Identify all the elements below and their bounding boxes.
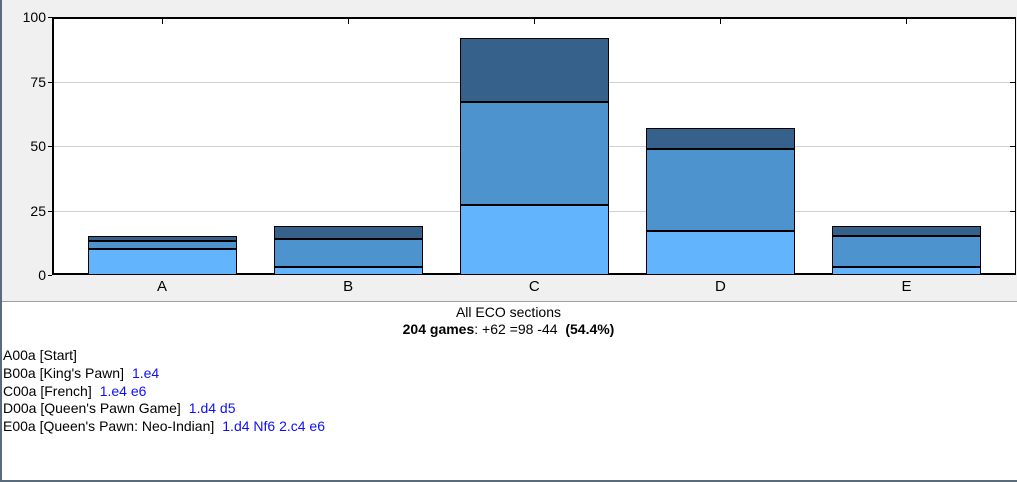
games-count: 204 games: [402, 321, 475, 337]
eco-moves: 1.d4 d5: [188, 400, 236, 417]
y-axis-tick-label: 0: [38, 267, 46, 283]
bar-C-segment-draws[interactable]: [459, 102, 609, 206]
y-axis-tick-label: 50: [30, 138, 46, 154]
eco-list-item: E00a [Queen's Pawn: Neo-Indian] 1.d4 Nf6 …: [3, 418, 1003, 436]
right-axis-tick: [1010, 81, 1016, 83]
chart-caption: All ECO sections: [455, 304, 562, 320]
bar-A-segment-losses[interactable]: [87, 236, 237, 242]
eco-code-label: B00a [King's Pawn]: [3, 364, 124, 381]
eco-list-item: D00a [Queen's Pawn Game] 1.d4 d5: [3, 400, 1003, 418]
results-breakdown: : +62 =98 -44: [474, 321, 566, 337]
x-axis-label: A: [156, 278, 167, 295]
bar-D-segment-wins[interactable]: [645, 231, 795, 275]
x-axis-tick: [906, 19, 907, 24]
x-axis-tick: [533, 19, 535, 24]
eco-list-item: A00a [Start]: [3, 347, 1003, 365]
y-axis-tick-label: 25: [30, 202, 46, 219]
right-axis-tick: [1010, 210, 1016, 212]
eco-list-item: B00a [King's Pawn] 1.e4: [3, 365, 1003, 383]
bar-C-segment-losses[interactable]: [459, 37, 609, 103]
summary-stats: 204 games: +62 =98 -44 (54.4%): [2, 321, 1015, 338]
stacked-bar-chart: 0 25 50 75 100 A B C D E: [22, 9, 1016, 295]
eco-code-label: D00a [Queen's Pawn Game]: [3, 400, 181, 417]
bar-A-segment-wins[interactable]: [87, 249, 237, 275]
eco-list-item: C00a [French] 1.e4 e6: [3, 383, 1003, 401]
y-axis-tick-label: 75: [30, 73, 46, 90]
score-percentage: (54.4%): [565, 321, 615, 337]
eco-moves: 1.e4 e6: [99, 382, 147, 399]
x-axis-tick: [347, 19, 349, 24]
y-axis-tick: [48, 17, 52, 18]
x-axis-tick: [161, 19, 163, 24]
bar-A-segment-draws[interactable]: [87, 241, 237, 250]
y-axis-tick: [48, 81, 52, 83]
eco-code-label: E00a [Queen's Pawn: Neo-Indian]: [3, 418, 215, 435]
y-axis-tick: [48, 275, 52, 276]
bar-B-segment-wins[interactable]: [273, 267, 423, 275]
eco-moves: 1.d4 Nf6 2.c4 e6: [222, 418, 326, 435]
eco-list: A00a [Start] B00a [King's Pawn] 1.e4 C00a […: [3, 347, 1003, 436]
frame-bottom-border: [0, 480, 1017, 482]
x-axis-tick: [719, 19, 721, 24]
bar-D-segment-draws[interactable]: [645, 148, 795, 232]
x-axis-label: E: [901, 278, 912, 295]
bar-B-segment-losses[interactable]: [273, 225, 423, 239]
eco-code-label: A00a [Start]: [3, 347, 77, 363]
bar-C-segment-wins[interactable]: [459, 205, 609, 275]
y-axis-tick-label: 100: [22, 9, 46, 25]
bar-B-segment-draws[interactable]: [273, 238, 423, 268]
eco-code-label: C00a [French]: [3, 382, 92, 399]
frame-left-border: [0, 0, 2, 482]
y-axis-tick: [48, 210, 52, 212]
right-axis-tick: [1010, 146, 1016, 147]
bar-E-segment-draws[interactable]: [832, 236, 981, 268]
x-axis-label: C: [528, 278, 540, 295]
bar-E-segment-wins[interactable]: [832, 267, 981, 275]
y-axis-tick: [48, 146, 52, 147]
x-axis-label: B: [343, 278, 354, 295]
bar-D-segment-losses[interactable]: [645, 127, 795, 149]
bar-E-segment-losses[interactable]: [832, 225, 981, 237]
x-axis-label: D: [714, 278, 726, 295]
eco-moves: 1.e4: [131, 364, 160, 381]
